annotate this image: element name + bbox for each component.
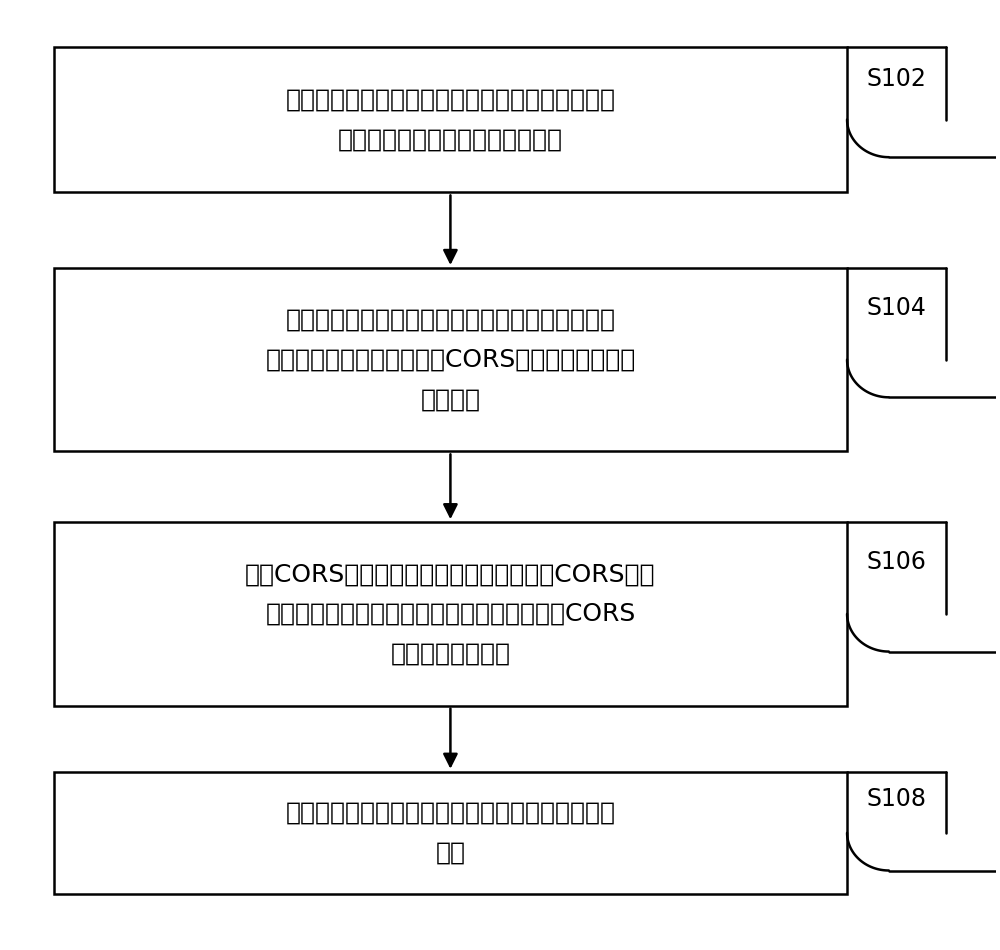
Text: 基于最优时间序列，构建目标区域的三维地壳形变: 基于最优时间序列，构建目标区域的三维地壳形变 bbox=[285, 801, 615, 825]
Text: S106: S106 bbox=[867, 550, 927, 575]
Text: 站的最优时间序列: 站的最优时间序列 bbox=[390, 641, 510, 665]
FancyBboxPatch shape bbox=[54, 522, 847, 706]
Text: 获取目标区域内的第一目标数据，并基于第一目标: 获取目标区域内的第一目标数据，并基于第一目标 bbox=[285, 87, 615, 112]
FancyBboxPatch shape bbox=[54, 47, 847, 193]
FancyBboxPatch shape bbox=[54, 268, 847, 451]
Text: 模型: 模型 bbox=[435, 841, 465, 864]
Text: 三维地壳形变场函数模型进行精化处理，得到CORS: 三维地壳形变场函数模型进行精化处理，得到CORS bbox=[265, 602, 636, 626]
Text: 间序列进行最优拟合，得到CORS站的最优线性拟合: 间序列进行最优拟合，得到CORS站的最优线性拟合 bbox=[265, 348, 636, 371]
Text: 利用非线性自回归模型算法，对多种时间尺度的时: 利用非线性自回归模型算法，对多种时间尺度的时 bbox=[285, 308, 615, 332]
Text: 时间序列: 时间序列 bbox=[420, 388, 480, 411]
Text: S102: S102 bbox=[867, 66, 927, 90]
FancyBboxPatch shape bbox=[54, 771, 847, 894]
Text: S104: S104 bbox=[867, 296, 927, 320]
Text: S108: S108 bbox=[867, 787, 927, 810]
Text: 数据构建多种时间尺度的时间序列: 数据构建多种时间尺度的时间序列 bbox=[338, 127, 563, 151]
Text: 利用CORS站的最优线性拟合时间序列，对CORS站的: 利用CORS站的最优线性拟合时间序列，对CORS站的 bbox=[245, 562, 656, 586]
